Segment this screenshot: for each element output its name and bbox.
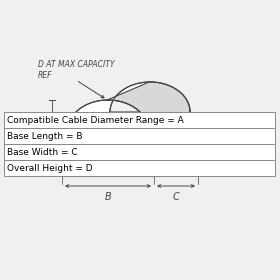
Text: C: C bbox=[173, 192, 179, 202]
FancyBboxPatch shape bbox=[4, 128, 275, 144]
Polygon shape bbox=[107, 82, 190, 130]
Polygon shape bbox=[148, 112, 190, 162]
FancyBboxPatch shape bbox=[4, 160, 275, 176]
Polygon shape bbox=[68, 112, 190, 130]
Text: Base Length = B: Base Length = B bbox=[7, 132, 83, 141]
Text: Compatible Cable Diameter Range = A: Compatible Cable Diameter Range = A bbox=[7, 116, 184, 125]
Polygon shape bbox=[68, 130, 148, 162]
Text: Base Width = C: Base Width = C bbox=[7, 148, 78, 157]
Polygon shape bbox=[62, 144, 198, 162]
Text: B: B bbox=[105, 192, 111, 202]
Text: Overall Height = D: Overall Height = D bbox=[7, 164, 93, 172]
Polygon shape bbox=[154, 144, 198, 176]
Text: A: A bbox=[105, 112, 111, 122]
Text: D AT MAX CAPACITY
REF: D AT MAX CAPACITY REF bbox=[38, 60, 115, 80]
Polygon shape bbox=[62, 162, 154, 176]
FancyBboxPatch shape bbox=[4, 144, 275, 160]
Polygon shape bbox=[68, 82, 190, 130]
FancyBboxPatch shape bbox=[4, 112, 275, 128]
